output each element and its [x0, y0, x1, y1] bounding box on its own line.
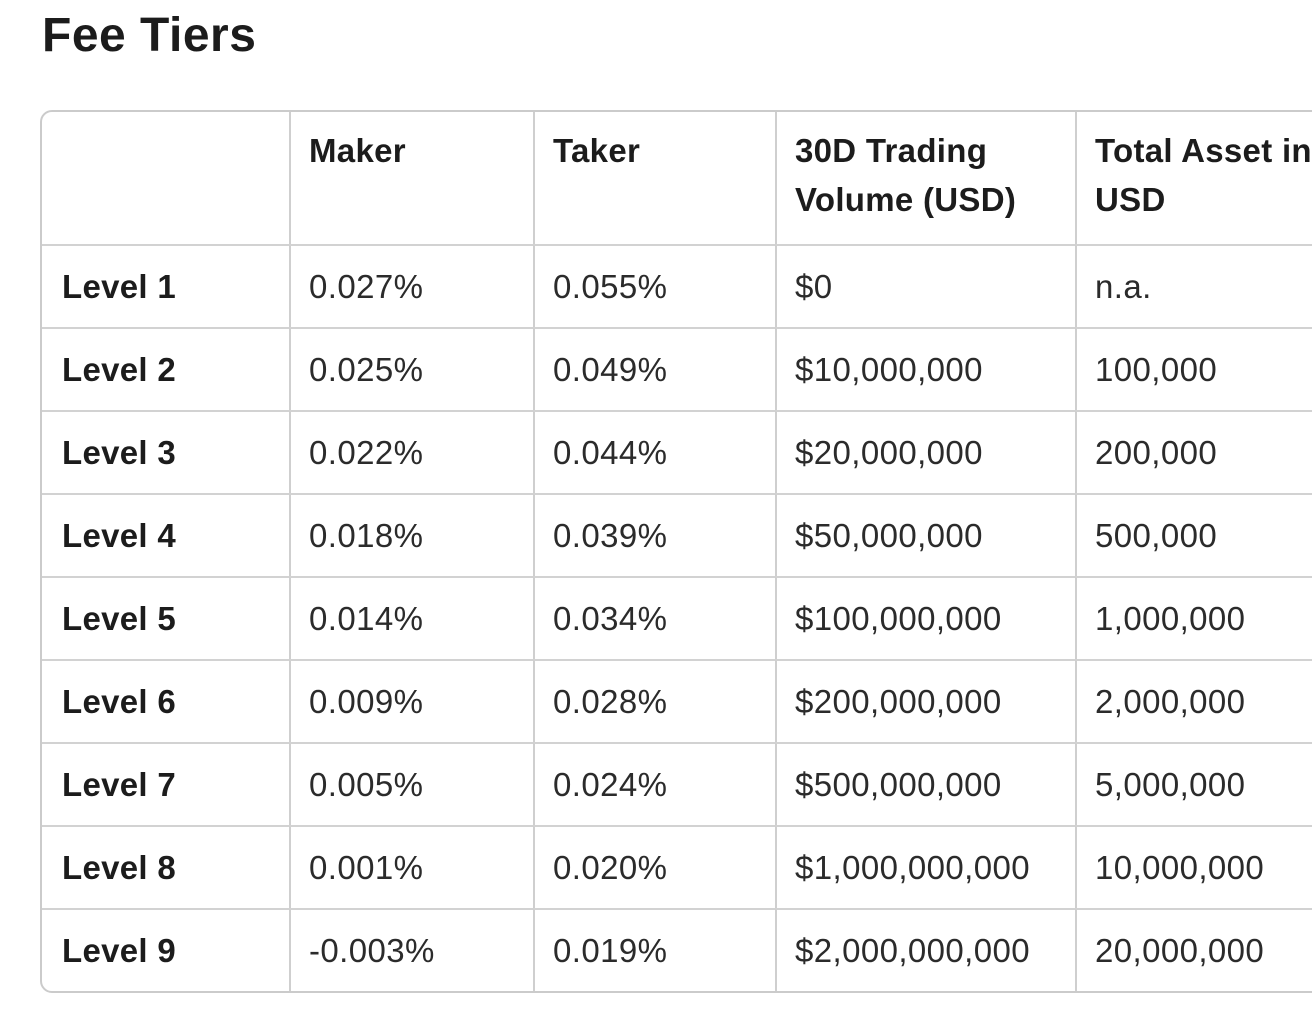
level-cell: Level 5	[42, 576, 289, 659]
volume-cell: $2,000,000,000	[775, 908, 1075, 991]
asset-cell: n.a.	[1075, 244, 1312, 327]
volume-cell: $500,000,000	[775, 742, 1075, 825]
taker-cell: 0.049%	[533, 327, 775, 410]
level-cell: Level 1	[42, 244, 289, 327]
taker-cell: 0.019%	[533, 908, 775, 991]
volume-cell: $10,000,000	[775, 327, 1075, 410]
table-row: Level 4 0.018% 0.039% $50,000,000 500,00…	[42, 493, 1312, 576]
maker-cell: 0.027%	[289, 244, 533, 327]
maker-cell: 0.001%	[289, 825, 533, 908]
maker-cell: 0.005%	[289, 742, 533, 825]
fee-tiers-table: Maker Taker 30D Trading Volume (USD) Total …	[40, 110, 1312, 993]
maker-cell: 0.025%	[289, 327, 533, 410]
level-cell: Level 3	[42, 410, 289, 493]
table-row: Level 6 0.009% 0.028% $200,000,000 2,000…	[42, 659, 1312, 742]
maker-cell: 0.018%	[289, 493, 533, 576]
level-cell: Level 8	[42, 825, 289, 908]
maker-cell: 0.022%	[289, 410, 533, 493]
volume-cell: $100,000,000	[775, 576, 1075, 659]
asset-cell: 20,000,000	[1075, 908, 1312, 991]
table-row: Level 7 0.005% 0.024% $500,000,000 5,000…	[42, 742, 1312, 825]
asset-cell: 10,000,000	[1075, 825, 1312, 908]
volume-cell: $50,000,000	[775, 493, 1075, 576]
column-header-asset: Total Asset in USD	[1075, 112, 1312, 244]
taker-cell: 0.055%	[533, 244, 775, 327]
table-row: Level 9 -0.003% 0.019% $2,000,000,000 20…	[42, 908, 1312, 991]
taker-cell: 0.028%	[533, 659, 775, 742]
taker-cell: 0.044%	[533, 410, 775, 493]
level-cell: Level 6	[42, 659, 289, 742]
taker-cell: 0.034%	[533, 576, 775, 659]
maker-cell: 0.014%	[289, 576, 533, 659]
table-row: Level 1 0.027% 0.055% $0 n.a.	[42, 244, 1312, 327]
table-row: Level 2 0.025% 0.049% $10,000,000 100,00…	[42, 327, 1312, 410]
asset-cell: 200,000	[1075, 410, 1312, 493]
column-header-volume: 30D Trading Volume (USD)	[775, 112, 1075, 244]
volume-cell: $1,000,000,000	[775, 825, 1075, 908]
level-cell: Level 9	[42, 908, 289, 991]
level-cell: Level 7	[42, 742, 289, 825]
asset-cell: 2,000,000	[1075, 659, 1312, 742]
maker-cell: 0.009%	[289, 659, 533, 742]
taker-cell: 0.024%	[533, 742, 775, 825]
asset-cell: 5,000,000	[1075, 742, 1312, 825]
page-title: Fee Tiers	[42, 9, 257, 62]
table-row: Level 8 0.001% 0.020% $1,000,000,000 10,…	[42, 825, 1312, 908]
taker-cell: 0.020%	[533, 825, 775, 908]
fee-tiers-table-container: Maker Taker 30D Trading Volume (USD) Total …	[40, 110, 1312, 993]
column-header-taker: Taker	[533, 112, 775, 244]
column-header-level	[42, 112, 289, 244]
level-cell: Level 4	[42, 493, 289, 576]
taker-cell: 0.039%	[533, 493, 775, 576]
volume-cell: $200,000,000	[775, 659, 1075, 742]
table-row: Level 5 0.014% 0.034% $100,000,000 1,000…	[42, 576, 1312, 659]
level-cell: Level 2	[42, 327, 289, 410]
header-row: Maker Taker 30D Trading Volume (USD) Total …	[42, 112, 1312, 244]
volume-cell: $0	[775, 244, 1075, 327]
table-body: Level 1 0.027% 0.055% $0 n.a. Level 2 0.…	[42, 244, 1312, 991]
maker-cell: -0.003%	[289, 908, 533, 991]
asset-cell: 500,000	[1075, 493, 1312, 576]
asset-cell: 1,000,000	[1075, 576, 1312, 659]
asset-cell: 100,000	[1075, 327, 1312, 410]
table-row: Level 3 0.022% 0.044% $20,000,000 200,00…	[42, 410, 1312, 493]
volume-cell: $20,000,000	[775, 410, 1075, 493]
column-header-maker: Maker	[289, 112, 533, 244]
